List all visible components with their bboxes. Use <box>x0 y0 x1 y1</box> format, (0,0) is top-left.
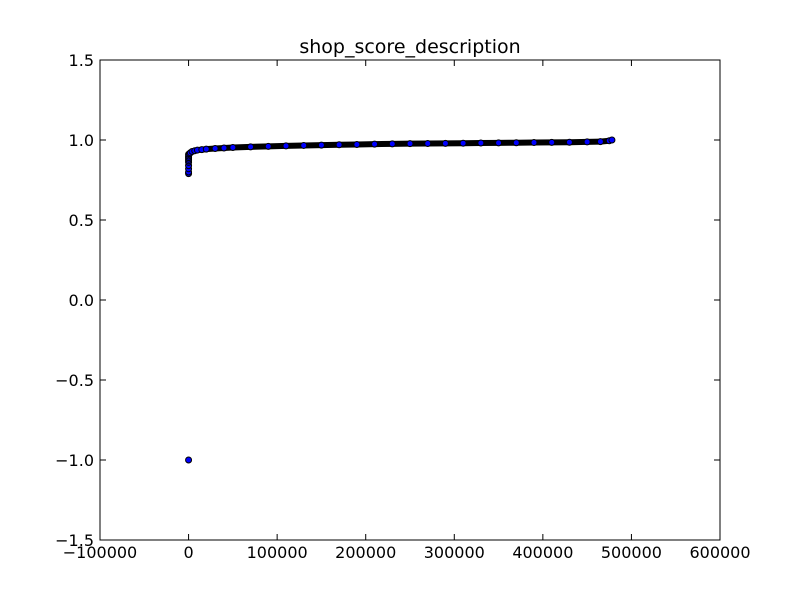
data-point <box>424 140 432 148</box>
x-tick-labels: −100000 0 100000 200000 300000 400000 500000 60… <box>63 543 751 562</box>
data-point <box>229 144 237 152</box>
data-point <box>459 139 467 147</box>
data-point <box>608 136 616 144</box>
x-tick-label: 400000 <box>512 543 573 562</box>
data-point <box>388 140 396 148</box>
x-tick-label: 100000 <box>247 543 308 562</box>
data-point <box>565 138 573 146</box>
chart-title: shop_score_description <box>299 36 520 58</box>
y-tick-label: −1.0 <box>55 451 94 470</box>
y-tick-label: 0.0 <box>69 291 94 310</box>
data-point <box>512 139 520 147</box>
data-point <box>300 141 308 149</box>
data-point <box>548 138 556 146</box>
x-tick-label: 200000 <box>335 543 396 562</box>
x-tick-label: 300000 <box>424 543 485 562</box>
data-point <box>247 143 255 151</box>
data-point <box>441 139 449 147</box>
data-point <box>477 139 485 147</box>
x-tick-label: −100000 <box>63 543 137 562</box>
data-point <box>530 139 538 147</box>
x-tick-label: 600000 <box>689 543 750 562</box>
data-point <box>353 140 361 148</box>
data-point <box>583 138 591 146</box>
data-point <box>317 141 325 149</box>
y-tick-label: 1.5 <box>69 51 94 70</box>
y-tick-label: 0.5 <box>69 211 94 230</box>
data-points <box>185 136 616 464</box>
data-point <box>220 144 228 152</box>
data-point <box>202 145 210 153</box>
data-point <box>282 142 290 150</box>
data-point <box>264 142 272 150</box>
data-point <box>335 141 343 149</box>
y-tick-label: 1.0 <box>69 131 94 150</box>
data-point <box>185 456 193 464</box>
data-point <box>495 139 503 147</box>
y-tick-label: −1.5 <box>55 531 94 550</box>
x-tick-label: 500000 <box>601 543 662 562</box>
x-tick-label: 0 <box>183 543 193 562</box>
y-tick-labels: −1.5 −1.0 −0.5 0.0 0.5 1.0 1.5 <box>55 51 94 550</box>
data-point <box>371 140 379 148</box>
y-tick-label: −0.5 <box>55 371 94 390</box>
data-point <box>596 138 604 146</box>
data-point <box>211 144 219 152</box>
data-point <box>406 140 414 148</box>
plot-frame <box>99 59 721 541</box>
